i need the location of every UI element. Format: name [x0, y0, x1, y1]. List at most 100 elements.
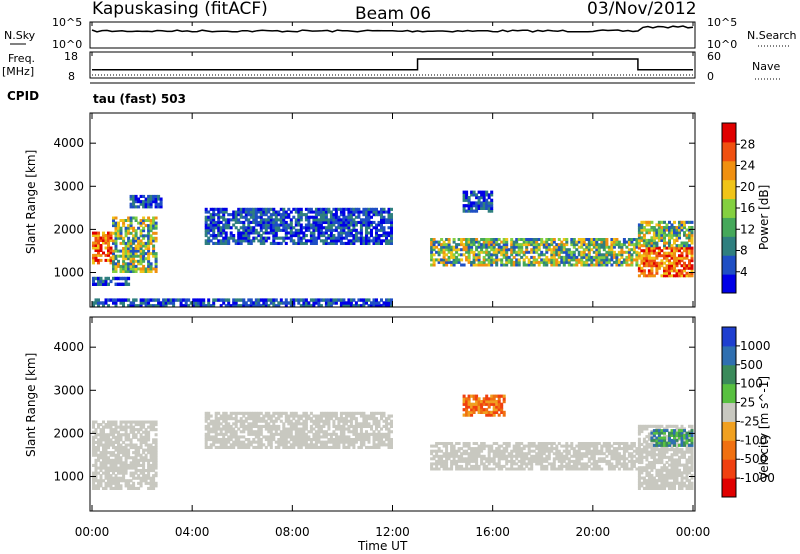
heatmap-cell — [652, 458, 656, 462]
heatmap-cell — [492, 240, 496, 244]
heatmap-cell — [460, 243, 464, 247]
heatmap-cell — [610, 457, 614, 461]
heatmap-cell — [580, 258, 584, 262]
heatmap-cell — [132, 304, 136, 308]
heatmap-cell — [229, 226, 233, 230]
heatmap-cell — [249, 226, 253, 230]
heatmap-cell — [294, 218, 298, 222]
heatmap-cell — [572, 467, 576, 471]
heatmap-cell — [102, 471, 105, 475]
heatmap-cell — [610, 452, 614, 456]
heatmap-cell — [149, 446, 153, 450]
heatmap-cell — [640, 249, 644, 253]
heatmap-cell — [94, 440, 98, 444]
heatmap-cell — [637, 476, 641, 480]
heatmap-cell — [365, 210, 368, 214]
heatmap-cell — [109, 479, 113, 483]
heatmap-cell — [565, 248, 569, 252]
heatmap-cell — [432, 248, 436, 252]
heatmap-cell — [665, 259, 669, 263]
heatmap-cell — [147, 247, 151, 250]
heatmap-cell — [442, 454, 446, 458]
heatmap-cell — [277, 443, 281, 447]
heatmap-cell — [652, 455, 656, 459]
heatmap-cell — [99, 433, 103, 437]
heatmap-cell — [472, 467, 476, 471]
heatmap-cell — [487, 243, 491, 247]
heatmap-cell — [597, 464, 601, 468]
heatmap-cell — [680, 226, 684, 230]
heatmap-cell — [547, 258, 551, 262]
heatmap-cell — [460, 447, 464, 451]
heatmap-cell — [580, 263, 584, 267]
heatmap-cell — [647, 269, 651, 273]
heatmap-cell — [485, 459, 489, 463]
heatmap-cell — [274, 231, 278, 235]
heatmap-cell — [152, 420, 156, 424]
heatmap-cell — [232, 304, 236, 308]
heatmap-cell — [264, 411, 268, 415]
heatmap-cell — [267, 427, 271, 431]
heatmap-cell — [467, 245, 471, 249]
heatmap-cell — [222, 417, 226, 421]
heatmap-cell — [387, 301, 391, 305]
heatmap-cell — [615, 240, 619, 244]
heatmap-cell — [665, 473, 669, 477]
heatmap-cell — [342, 218, 346, 222]
heatmap-cell — [224, 223, 228, 227]
heatmap-cell — [660, 249, 664, 253]
heatmap-cell — [247, 438, 251, 442]
heatmap-cell — [592, 447, 596, 451]
heatmap-cell — [179, 304, 183, 308]
heatmap-cell — [129, 267, 133, 271]
heatmap-cell — [279, 432, 283, 436]
heatmap-cell — [259, 419, 263, 423]
heatmap-cell — [114, 481, 118, 485]
heatmap-cell — [94, 298, 98, 302]
heatmap-cell — [152, 448, 156, 452]
heatmap-cell — [104, 486, 108, 490]
heatmap-cell — [577, 240, 581, 244]
heatmap-cell — [339, 414, 343, 418]
heatmap-cell — [332, 236, 336, 240]
heatmap-cell — [152, 469, 156, 473]
heatmap-cell — [610, 255, 614, 259]
heatmap-cell — [124, 247, 128, 250]
heatmap-cell — [645, 458, 649, 462]
heatmap-cell — [119, 236, 123, 240]
heatmap-cell — [322, 241, 326, 245]
heatmap-cell — [380, 411, 383, 415]
heatmap-cell — [99, 469, 103, 473]
heatmap-cell — [129, 430, 133, 434]
heatmap-cell — [307, 215, 311, 219]
heatmap-cell — [359, 223, 363, 227]
heatmap-cell — [99, 236, 103, 240]
heatmap-cell — [645, 251, 649, 255]
heatmap-cell — [314, 435, 318, 439]
heatmap-cell — [655, 448, 659, 452]
heatmap-cell — [385, 220, 388, 224]
heatmap-cell — [647, 473, 651, 477]
heatmap-cell — [680, 484, 684, 488]
heatmap-cell — [127, 463, 131, 467]
heatmap-cell — [272, 427, 276, 431]
heatmap-cell — [252, 228, 256, 232]
heatmap-cell — [660, 424, 664, 428]
heatmap-cell — [673, 473, 676, 477]
heatmap-cell — [159, 200, 163, 204]
heatmap-cell — [670, 269, 674, 273]
heatmap-cell — [665, 435, 669, 439]
heatmap-cell — [367, 435, 371, 439]
heatmap-cell — [97, 279, 100, 284]
heatmap-cell — [617, 459, 621, 463]
heatmap-cell — [357, 424, 361, 428]
heatmap-cell — [337, 417, 341, 421]
heatmap-cell — [322, 207, 326, 211]
heatmap-cell — [647, 264, 651, 268]
heatmap-cell — [655, 266, 659, 270]
heatmap-cell — [144, 453, 148, 457]
heatmap-cell — [114, 270, 118, 273]
heatmap-cell — [585, 245, 589, 249]
heatmap-cell — [650, 468, 654, 472]
heatmap-cell — [367, 239, 371, 243]
